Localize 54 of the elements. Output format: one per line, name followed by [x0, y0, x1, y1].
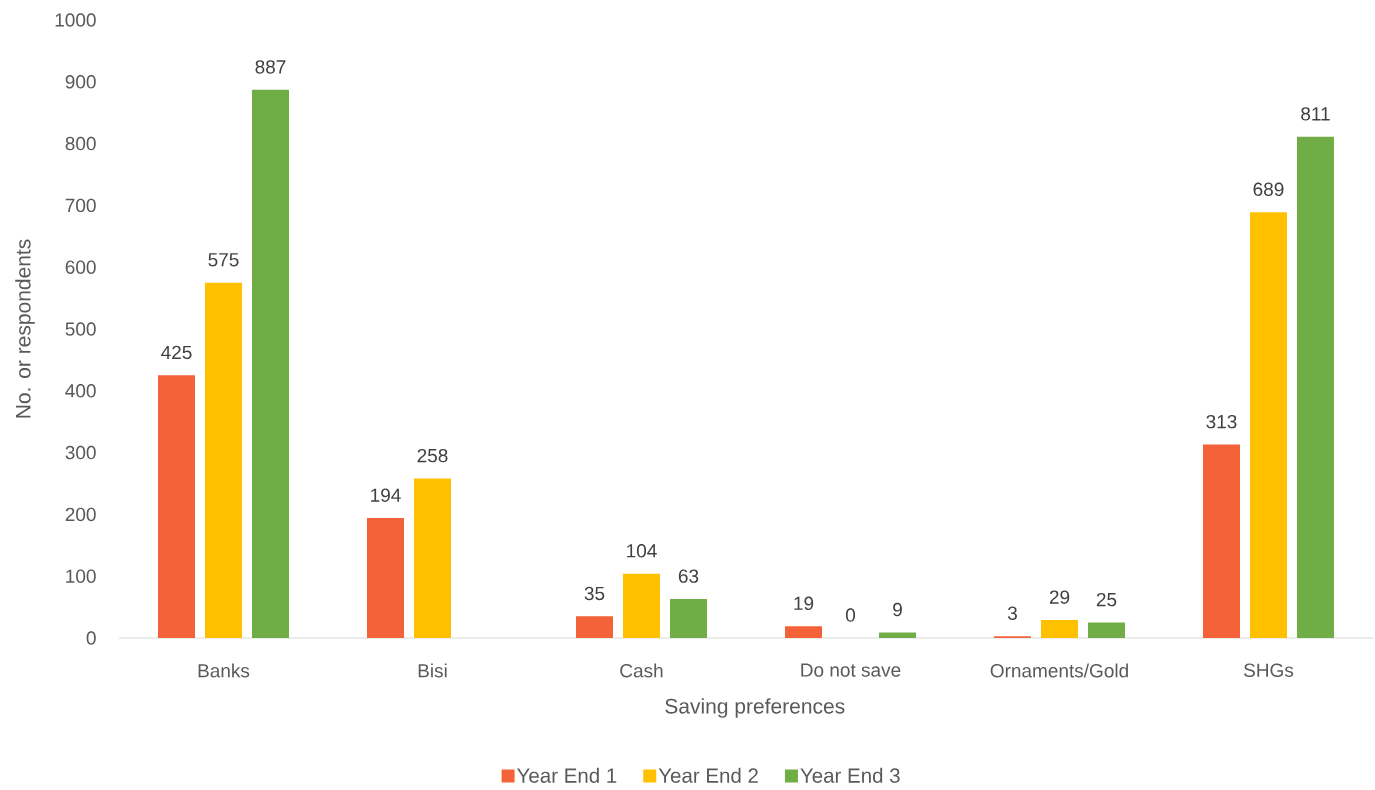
y-axis-title: No. or respondents — [15, 239, 35, 418]
data-label: 0 — [845, 608, 856, 622]
x-tick-label: Do not save — [801, 663, 901, 677]
data-label: 29 — [1049, 590, 1070, 604]
bar — [784, 626, 822, 638]
x-tick-label: Ornaments/Gold — [990, 663, 1128, 678]
bar — [669, 599, 707, 638]
data-label: 313 — [1206, 414, 1237, 429]
bar — [622, 573, 660, 638]
x-tick-label: Banks — [198, 663, 250, 678]
data-label: 35 — [584, 586, 605, 601]
x-tick-label: Cash — [620, 663, 663, 678]
bar — [367, 518, 404, 638]
data-label: 104 — [627, 544, 657, 558]
y-tick-label: 300 — [65, 445, 96, 460]
bar — [575, 616, 613, 638]
data-label: 811 — [1301, 107, 1330, 121]
y-tick-label: 0 — [86, 631, 96, 645]
bar — [1040, 620, 1078, 638]
bar — [252, 89, 289, 638]
bar — [1249, 212, 1287, 638]
bar — [414, 478, 451, 638]
y-tick-label: 1000 — [55, 13, 96, 27]
data-label: 63 — [678, 569, 699, 583]
data-label: 425 — [161, 345, 192, 360]
data-label: 3 — [1007, 606, 1017, 620]
data-label: 887 — [255, 60, 286, 74]
x-tick-label: SHGs — [1244, 663, 1294, 677]
bar — [205, 282, 242, 638]
data-label: 194 — [371, 488, 401, 502]
bar — [1202, 444, 1240, 638]
data-label: 25 — [1096, 592, 1117, 607]
y-tick-label: 100 — [66, 569, 96, 583]
legend-label: Year End 1 — [517, 767, 617, 783]
data-label: 575 — [208, 253, 239, 267]
bar — [1296, 136, 1334, 638]
bar — [1087, 622, 1125, 638]
y-tick-label: 700 — [65, 198, 96, 213]
bar — [878, 632, 916, 638]
y-tick-label: 200 — [65, 507, 96, 522]
y-tick-label: 900 — [65, 75, 96, 89]
legend-label: Year End 3 — [800, 767, 900, 783]
y-tick-label: 500 — [65, 322, 96, 336]
legend-label: Year End 2 — [658, 767, 758, 783]
x-tick-label: Bisi — [418, 663, 447, 678]
data-label: 9 — [893, 602, 902, 617]
y-tick-label: 400 — [65, 384, 96, 398]
bar — [158, 375, 195, 638]
data-label: 258 — [417, 448, 448, 463]
y-tick-label: 600 — [65, 260, 96, 274]
y-tick-label: 800 — [65, 136, 96, 151]
data-label: 19 — [794, 596, 814, 611]
data-label: 689 — [1253, 182, 1284, 196]
x-axis-title: Saving preferences — [665, 698, 845, 718]
